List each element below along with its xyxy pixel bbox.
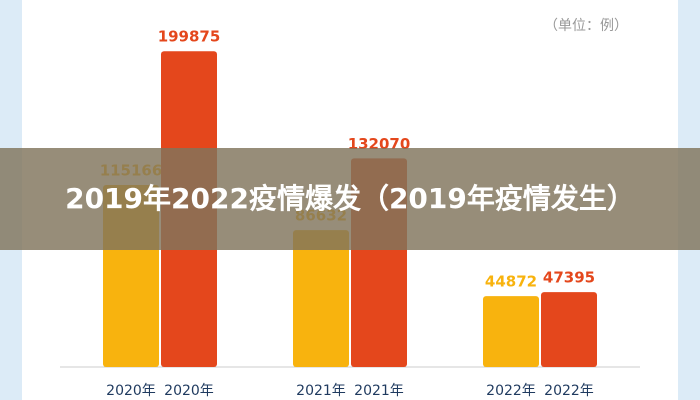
x-tick-label: 2020年 (164, 383, 214, 399)
bar (541, 292, 597, 367)
bar (293, 230, 349, 367)
caption-band: 2019年2022疫情爆发（2019年疫情发生） (0, 148, 700, 250)
x-tick-label: 2020年 (106, 383, 156, 399)
bar (483, 296, 539, 367)
value-label: 199875 (158, 28, 221, 46)
unit-note: （单位：例） (544, 18, 628, 34)
x-tick-label: 2022年 (486, 383, 536, 399)
x-tick-label: 2021年 (296, 383, 346, 399)
x-tick-label: 2022年 (544, 383, 594, 399)
caption: 2019年2022疫情爆发（2019年疫情发生） (65, 182, 635, 215)
x-tick-label: 2021年 (354, 383, 404, 399)
value-label: 44872 (485, 273, 537, 291)
value-label: 47395 (543, 269, 595, 287)
